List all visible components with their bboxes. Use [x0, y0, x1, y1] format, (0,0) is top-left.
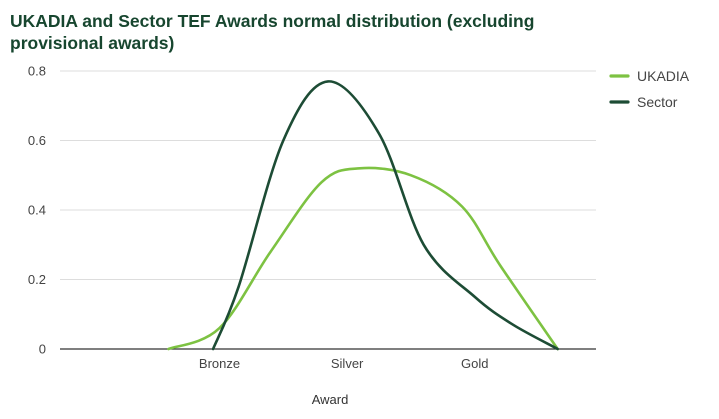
x-tick-label-bronze: Bronze [199, 356, 240, 371]
series-line-sector [211, 80, 559, 351]
legend-label-sector: Sector [637, 94, 678, 110]
x-axis-tick-labels: Bronze Silver Gold [199, 356, 489, 371]
legend: UKADIA Sector [609, 68, 690, 110]
series-line-ukadia [167, 166, 559, 351]
legend-label-ukadia: UKADIA [637, 68, 690, 84]
y-axis-tick-labels: 0 0.2 0.4 0.6 0.8 [28, 64, 46, 357]
y-tick-label: 0.2 [28, 272, 46, 287]
x-tick-label-silver: Silver [331, 356, 364, 371]
gridlines [60, 70, 596, 350]
x-axis-title: Award [312, 392, 349, 407]
y-tick-label: 0.8 [28, 64, 46, 79]
y-tick-label: 0.6 [28, 133, 46, 148]
series-lines [167, 80, 559, 351]
y-tick-label: 0 [39, 342, 46, 357]
chart-title-line-2: provisional awards) [10, 33, 174, 53]
y-tick-label: 0.4 [28, 203, 46, 218]
chart-title-line-1: UKADIA and Sector TEF Awards normal dist… [10, 11, 534, 31]
x-tick-label-gold: Gold [461, 356, 488, 371]
